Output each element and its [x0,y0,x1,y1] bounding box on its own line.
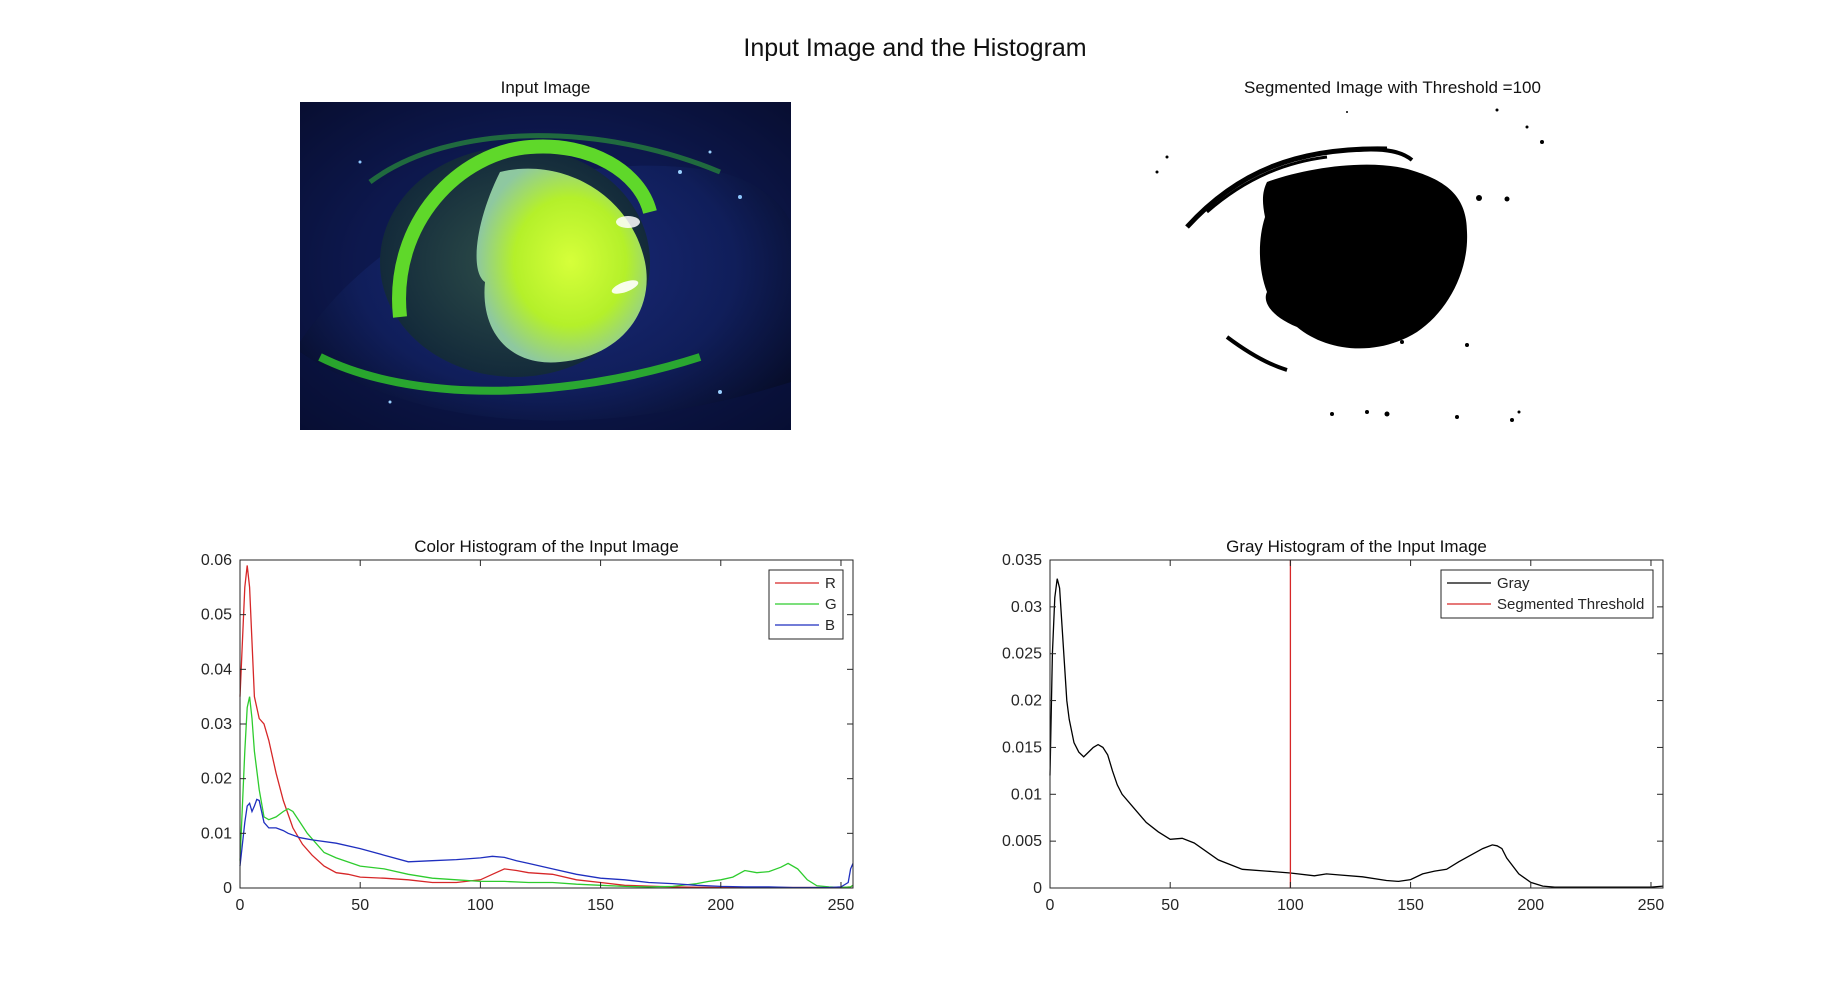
legend-label: Gray [1497,575,1530,592]
x-tick-label: 250 [828,897,855,914]
x-tick-label: 150 [587,897,614,914]
legend-label: G [825,596,837,613]
chart-title: Gray Histogram of the Input Image [1226,537,1487,556]
y-tick-label: 0.025 [1002,646,1042,663]
y-tick-label: 0.01 [1011,786,1042,803]
x-tick-label: 50 [351,897,369,914]
series-line-b [239,798,854,889]
y-tick-label: 0 [1033,880,1042,897]
y-tick-label: 0.05 [201,607,232,624]
series-line-gray [1049,578,1664,888]
y-tick-label: 0.01 [201,825,232,842]
axes-box [239,559,854,889]
x-tick-label: 200 [707,897,734,914]
y-tick-label: 0.035 [1002,552,1042,569]
series-line-r [239,565,854,889]
x-tick-label: 50 [1161,897,1179,914]
y-tick-label: 0.02 [1011,693,1042,710]
y-tick-label: 0.03 [201,716,232,733]
y-tick-label: 0.005 [1002,833,1042,850]
y-tick-label: 0.02 [201,771,232,788]
input-image-title: Input Image [500,78,591,97]
segmented-image-title: Segmented Image with Threshold =100 [1244,78,1541,97]
y-tick-label: 0.06 [201,552,232,569]
x-tick-label: 150 [1397,897,1424,914]
x-tick-label: 250 [1638,897,1665,914]
figure-title: Input Image and the Histogram [743,34,1087,62]
legend-label: B [825,617,835,634]
x-tick-label: 200 [1517,897,1544,914]
gray-histogram-chart: Gray Histogram of the Input Image 0 50 100 1… [1002,537,1664,914]
y-tick-label: 0 [223,880,232,897]
legend-label: R [825,575,836,592]
chart-title: Color Histogram of the Input Image [414,537,679,556]
x-tick-label: 100 [467,897,494,914]
input-image [300,102,791,430]
x-tick-label: 0 [236,897,245,914]
segmented-image [1147,102,1638,430]
y-tick-label: 0.04 [201,661,232,678]
legend-box [1440,569,1654,619]
series-line-g [239,696,854,889]
x-tick-label: 100 [1277,897,1304,914]
y-tick-label: 0.03 [1011,599,1042,616]
y-tick-label: 0.015 [1002,739,1042,756]
legend-label: Segmented Threshold [1497,596,1644,613]
axes-box [1049,559,1664,889]
color-histogram-chart: Color Histogram of the Input Image 0 50 100… [201,537,855,914]
x-tick-label: 0 [1046,897,1055,914]
